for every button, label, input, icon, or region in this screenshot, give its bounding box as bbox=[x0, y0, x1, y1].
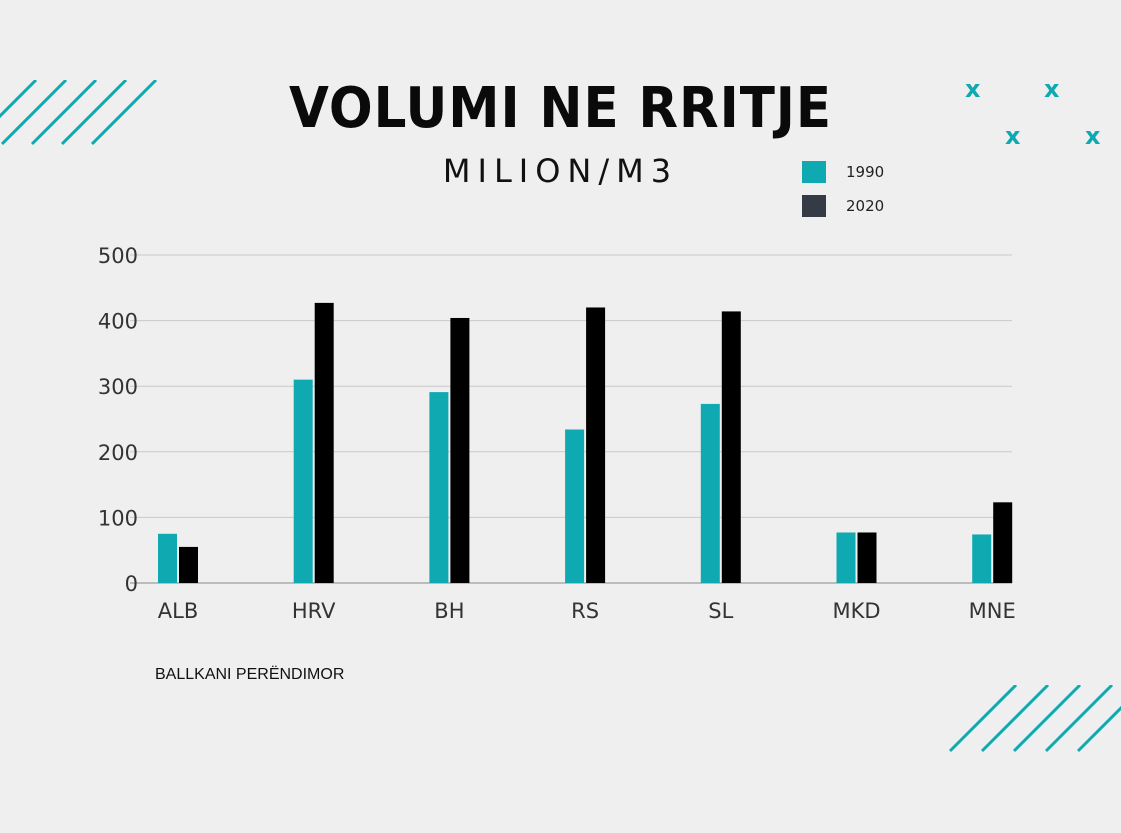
bar-2020-sl bbox=[721, 311, 741, 583]
y-tick-label: 400 bbox=[98, 310, 138, 334]
legend-swatch-2020 bbox=[802, 195, 826, 217]
hatch-line bbox=[0, 80, 68, 146]
bar-2020-rs bbox=[586, 307, 606, 583]
x-tick-label: BH bbox=[434, 599, 464, 623]
hatch-line bbox=[1012, 685, 1082, 753]
bar-1990-bh bbox=[429, 392, 449, 583]
legend-label-2020: 2020 bbox=[846, 197, 885, 215]
bar-2020-alb bbox=[179, 546, 198, 583]
hatch-decoration-bottom-right bbox=[948, 685, 1121, 753]
hatch-line bbox=[60, 80, 128, 146]
chart-footnote: BALLKANI PERËNDIMOR bbox=[155, 666, 345, 683]
y-tick-label: 0 bbox=[125, 572, 138, 596]
x-tick-label: RS bbox=[571, 599, 599, 623]
hatch-line bbox=[0, 80, 38, 119]
bar-2020-mkd bbox=[857, 532, 877, 583]
hatch-lines bbox=[948, 685, 1121, 753]
y-tick-label: 500 bbox=[98, 244, 138, 268]
legend-item-1990: 1990 bbox=[802, 160, 884, 184]
x-tick-label: SL bbox=[708, 599, 733, 623]
x-tick-label: MNE bbox=[969, 599, 1016, 623]
bar-1990-mne bbox=[972, 534, 992, 583]
bar-1990-alb bbox=[158, 533, 177, 583]
y-tick-label: 100 bbox=[98, 506, 138, 530]
hatch-line bbox=[980, 685, 1050, 753]
x-tick-label: HRV bbox=[292, 599, 336, 623]
x-tick-label: ALB bbox=[158, 599, 198, 623]
x-mark-icon: x bbox=[1044, 75, 1060, 103]
legend-label-1990: 1990 bbox=[846, 163, 885, 181]
hatch-line bbox=[948, 685, 1018, 753]
x-mark-icon: x bbox=[1085, 122, 1101, 150]
bar-2020-hrv bbox=[314, 302, 334, 583]
legend-swatch-1990 bbox=[802, 161, 826, 183]
bar-1990-sl bbox=[700, 403, 720, 583]
chart-subtitle: MILION/M3 bbox=[442, 152, 679, 190]
y-tick-label: 300 bbox=[98, 375, 138, 399]
x-mark-icon: x bbox=[965, 75, 981, 103]
bar-1990-hrv bbox=[293, 379, 313, 583]
hatch-lines bbox=[0, 80, 158, 146]
bar-1990-mkd bbox=[836, 532, 856, 583]
bar-2020-bh bbox=[450, 317, 470, 583]
hatch-line bbox=[1076, 705, 1121, 753]
legend-item-2020: 2020 bbox=[802, 194, 884, 218]
hatch-decoration-top-left bbox=[0, 80, 158, 146]
hatch-line bbox=[90, 80, 158, 146]
chart-title: VOLUMI NE RRITJE bbox=[289, 76, 832, 141]
y-tick-label: 200 bbox=[98, 441, 138, 465]
bar-1990-rs bbox=[565, 429, 585, 583]
x-tick-label: MKD bbox=[832, 599, 880, 623]
bar-2020-mne bbox=[993, 502, 1013, 583]
hatch-line bbox=[30, 80, 98, 146]
x-mark-icon: x bbox=[1005, 122, 1021, 150]
hatch-line bbox=[1044, 685, 1114, 753]
